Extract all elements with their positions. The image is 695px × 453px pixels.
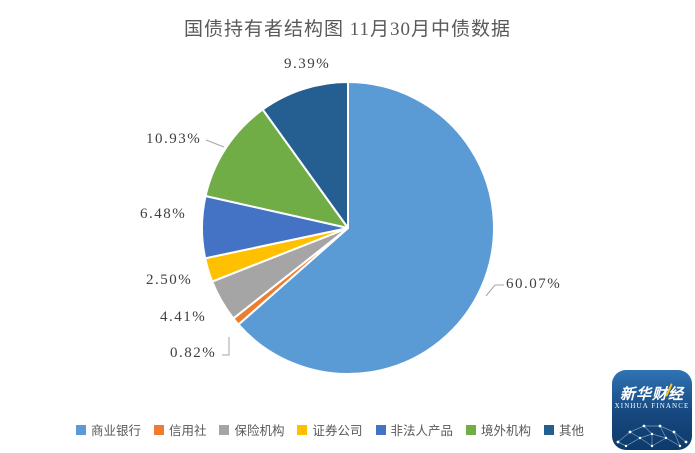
xinhua-finance-logo: 新华财经 XINHUA FINANCE [612,370,692,450]
legend-item-securities-companies: 证券公司 [297,420,363,439]
legend-label: 商业银行 [90,424,141,438]
legend-label: 境外机构 [481,424,532,438]
legend-label: 非法人产品 [390,424,454,438]
legend-item-overseas-institutions: 境外机构 [466,420,531,439]
chart-title: 国债持有者结构图 11月30月中债数据 [183,19,512,40]
legend-swatch [75,424,86,435]
logo-network-icon [616,424,688,448]
legend-label: 信用社 [168,424,207,438]
legend-item-commercial-banks: 商业银行 [75,420,141,439]
legend-label: 证券公司 [312,424,363,438]
legend-item-non-legal-person-products: 非法人产品 [375,420,454,439]
pie-value-label-3: 2.50% [146,272,193,288]
logo-english-text: XINHUA FINANCE [614,402,690,410]
leader-line-60-07 [485,284,504,297]
legend-swatch [544,424,555,435]
pie-slice-0 [237,81,495,375]
logo-chinese-text: 新华财经 [619,387,684,403]
pie-value-label-0: 60.07% [506,276,562,292]
legend-label: 其他 [559,424,585,438]
legend-swatch [375,424,386,435]
legend-swatch [219,424,230,435]
leader-line-0-82 [222,337,230,356]
legend-item-credit-unions: 信用社 [153,420,207,439]
legend-label: 保险机构 [234,424,285,438]
pie-slice-5 [204,108,349,229]
pie-value-label-6: 9.39% [284,56,331,72]
leader-line-10-93 [205,139,225,148]
pie-value-label-4: 6.48% [140,206,187,222]
legend-swatch [466,424,477,435]
pie-value-label-2: 4.41% [160,309,207,325]
pie-value-label-5: 10.93% [146,131,202,147]
legend-item-insurance-institutions: 保险机构 [219,420,284,439]
legend-swatch [297,424,308,435]
pie-value-label-1: 0.82% [170,345,217,361]
chart-legend: 商业银行 信用社 保险机构 证券公司 非法人产品 境外机构 其他 [0,420,660,439]
pie-slice-6 [261,81,349,229]
legend-item-others: 其他 [544,420,584,439]
legend-swatch [153,424,164,435]
